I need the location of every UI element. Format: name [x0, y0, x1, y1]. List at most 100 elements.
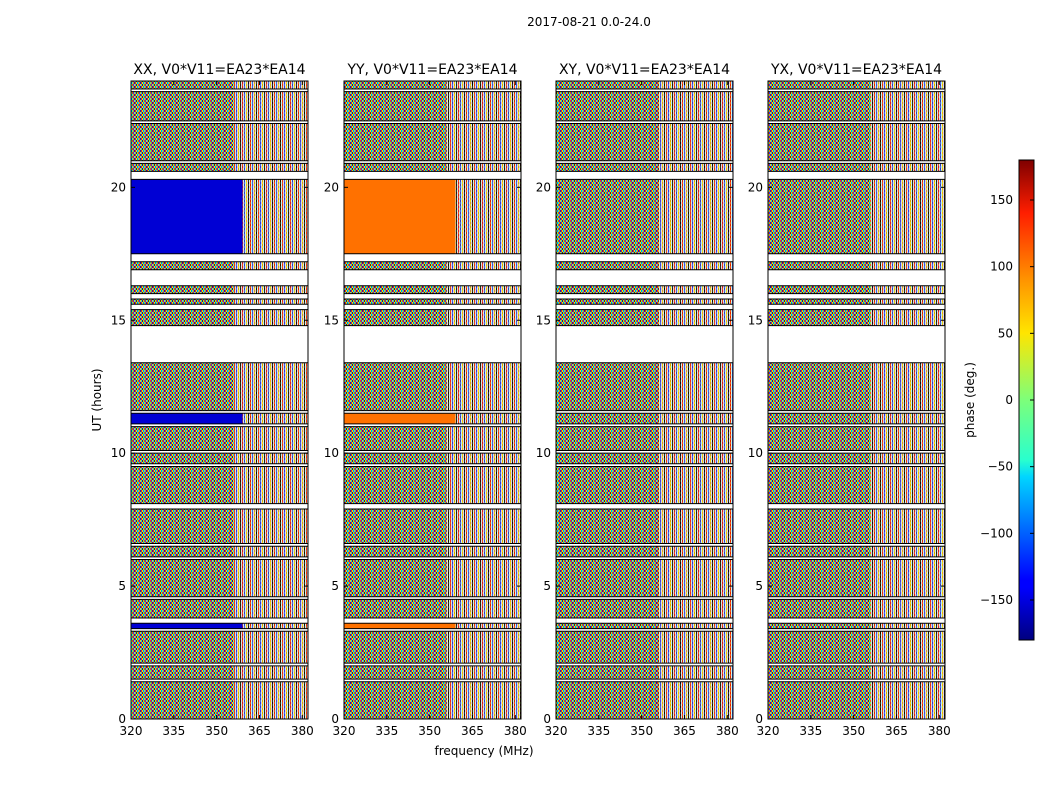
phase-wrap-block: [233, 631, 308, 664]
phase-block: [344, 261, 521, 270]
phase-block: [556, 163, 733, 172]
x-tick-label: 365: [885, 724, 908, 738]
phase-wrap-block: [446, 261, 521, 270]
phase-wrap-block: [870, 508, 945, 544]
phase-block: [768, 546, 945, 557]
phase-wrap-block: [446, 123, 521, 161]
y-tick-label: 15: [536, 313, 551, 327]
phase-block: [131, 298, 308, 305]
phase-wrap-block: [446, 91, 521, 121]
phase-wrap-block: [870, 623, 945, 629]
panel-title: YX, V0*V11=EA23*EA14: [770, 62, 942, 78]
phase-block: [556, 453, 733, 464]
phase-wrap-block: [233, 179, 308, 254]
phase-wrap-block: [446, 631, 521, 664]
phase-wrap-block: [658, 413, 733, 424]
phase-wrap-block: [658, 179, 733, 254]
y-tick-label: 10: [324, 446, 339, 460]
calibrator-phase-block: [344, 623, 456, 629]
calibrator-phase-block: [131, 179, 243, 254]
phase-block: [131, 285, 308, 294]
phase-wrap-block: [446, 681, 521, 719]
phase-wrap-block: [870, 309, 945, 326]
panel-yx: YX, V0*V11=EA23*EA14 320 335 350 365 380 0 5 10 1…: [748, 62, 951, 738]
phase-wrap-block: [446, 453, 521, 464]
phase-wrap-block: [870, 665, 945, 680]
phase-wrap-block: [446, 413, 521, 424]
phase-wrap-block: [870, 163, 945, 172]
colorbar-tick-label: 50: [998, 326, 1013, 340]
x-tick-label: 365: [461, 724, 484, 738]
y-tick-label: 0: [755, 712, 763, 726]
y-tick-label: 5: [543, 579, 551, 593]
phase-wrap-block: [446, 665, 521, 680]
y-tick-label: 20: [748, 180, 763, 194]
panel-yy: YY, V0*V11=EA23*EA14 320 335 350 365 380 0 5 10 1…: [324, 62, 527, 738]
phase-wrap-block: [658, 546, 733, 557]
x-tick-label: 335: [162, 724, 185, 738]
y-tick-label: 20: [111, 180, 126, 194]
phase-wrap-block: [446, 623, 521, 629]
phase-wrap-block: [658, 665, 733, 680]
y-tick-label: 5: [118, 579, 126, 593]
calibrator-phase-block: [344, 179, 456, 254]
x-tick-label: 350: [205, 724, 228, 738]
phase-wrap-block: [870, 91, 945, 121]
phase-block: [768, 81, 945, 89]
panel-title: YY, V0*V11=EA23*EA14: [346, 62, 517, 78]
y-tick-label: 15: [111, 313, 126, 327]
calibrator-phase-block: [131, 413, 243, 424]
phase-wrap-block: [446, 466, 521, 504]
phase-wrap-block: [233, 81, 308, 89]
x-tick-label: 320: [333, 724, 356, 738]
panel-frame: [130, 80, 309, 720]
phase-block: [768, 285, 945, 294]
phase-wrap-block: [233, 665, 308, 680]
phase-wrap-block: [233, 623, 308, 629]
colorbar-ticks: 150 100 50 0 −50 −100 −150: [980, 193, 1034, 607]
phase-wrap-block: [658, 298, 733, 305]
phase-wrap-block: [233, 123, 308, 161]
phase-block: [131, 453, 308, 464]
phase-block: [556, 298, 733, 305]
phase-wrap-block: [233, 508, 308, 544]
phase-wrap-block: [446, 285, 521, 294]
phase-block: [556, 81, 733, 89]
calibrator-phase-block: [131, 623, 243, 629]
phase-wrap-block: [446, 81, 521, 89]
panel-frame: [555, 80, 734, 720]
phase-wrap-block: [870, 599, 945, 618]
phase-wrap-block: [233, 163, 308, 172]
phase-block: [768, 163, 945, 172]
y-tick-label: 0: [543, 712, 551, 726]
phase-wrap-block: [870, 681, 945, 719]
phase-wrap-block: [233, 453, 308, 464]
phase-wrap-block: [870, 261, 945, 270]
phase-wrap-block: [870, 81, 945, 89]
panel-frame: [343, 80, 522, 720]
phase-wrap-block: [870, 362, 945, 411]
phase-wrap-block: [233, 559, 308, 597]
y-tick-label: 20: [324, 180, 339, 194]
panel-title: XY, V0*V11=EA23*EA14: [559, 62, 730, 78]
x-tick-label: 380: [291, 724, 314, 738]
phase-block: [344, 81, 521, 89]
phase-wrap-block: [658, 599, 733, 618]
phase-wrap-block: [658, 285, 733, 294]
phase-wrap-block: [446, 508, 521, 544]
x-tick-label: 350: [630, 724, 653, 738]
phase-wrap-block: [233, 261, 308, 270]
panel-frame: [767, 80, 946, 720]
phase-wrap-block: [870, 285, 945, 294]
phase-wrap-block: [233, 91, 308, 121]
x-tick-label: 320: [757, 724, 780, 738]
phase-wrap-block: [446, 426, 521, 451]
phase-wrap-block: [870, 559, 945, 597]
colorbar-tick-label: −50: [988, 460, 1013, 474]
panel-title: XX, V0*V11=EA23*EA14: [133, 62, 305, 78]
colorbar-tick-label: −100: [980, 526, 1013, 540]
phase-wrap-block: [658, 261, 733, 270]
phase-wrap-block: [233, 599, 308, 618]
x-tick-label: 320: [120, 724, 143, 738]
y-tick-label: 0: [118, 712, 126, 726]
